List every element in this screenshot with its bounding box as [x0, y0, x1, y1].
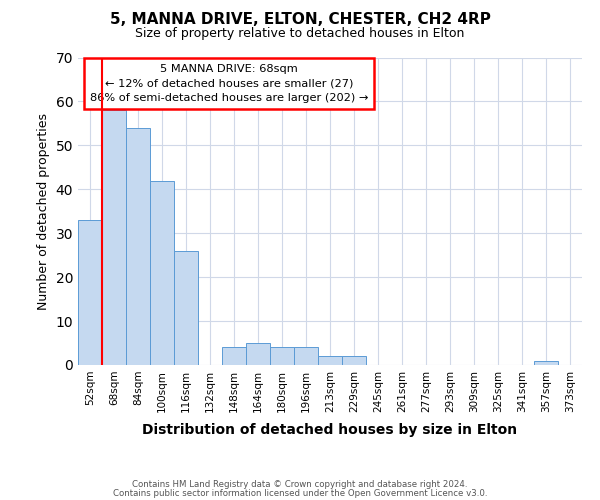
Bar	[294, 348, 318, 365]
Text: Contains public sector information licensed under the Open Government Licence v3: Contains public sector information licen…	[113, 488, 487, 498]
Bar	[342, 356, 366, 365]
Bar	[102, 110, 126, 365]
Text: 5, MANNA DRIVE, ELTON, CHESTER, CH2 4RP: 5, MANNA DRIVE, ELTON, CHESTER, CH2 4RP	[110, 12, 490, 28]
Text: 5 MANNA DRIVE: 68sqm
← 12% of detached houses are smaller (27)
86% of semi-detac: 5 MANNA DRIVE: 68sqm ← 12% of detached h…	[90, 64, 368, 104]
Bar	[78, 220, 102, 365]
Y-axis label: Number of detached properties: Number of detached properties	[37, 113, 50, 310]
Bar	[174, 251, 198, 365]
Bar	[246, 343, 270, 365]
Bar	[126, 128, 150, 365]
Bar	[222, 348, 246, 365]
Text: Size of property relative to detached houses in Elton: Size of property relative to detached ho…	[136, 28, 464, 40]
Bar	[150, 180, 174, 365]
Bar	[270, 348, 294, 365]
Bar	[534, 360, 558, 365]
Text: Contains HM Land Registry data © Crown copyright and database right 2024.: Contains HM Land Registry data © Crown c…	[132, 480, 468, 489]
Bar	[318, 356, 342, 365]
X-axis label: Distribution of detached houses by size in Elton: Distribution of detached houses by size …	[142, 423, 518, 437]
